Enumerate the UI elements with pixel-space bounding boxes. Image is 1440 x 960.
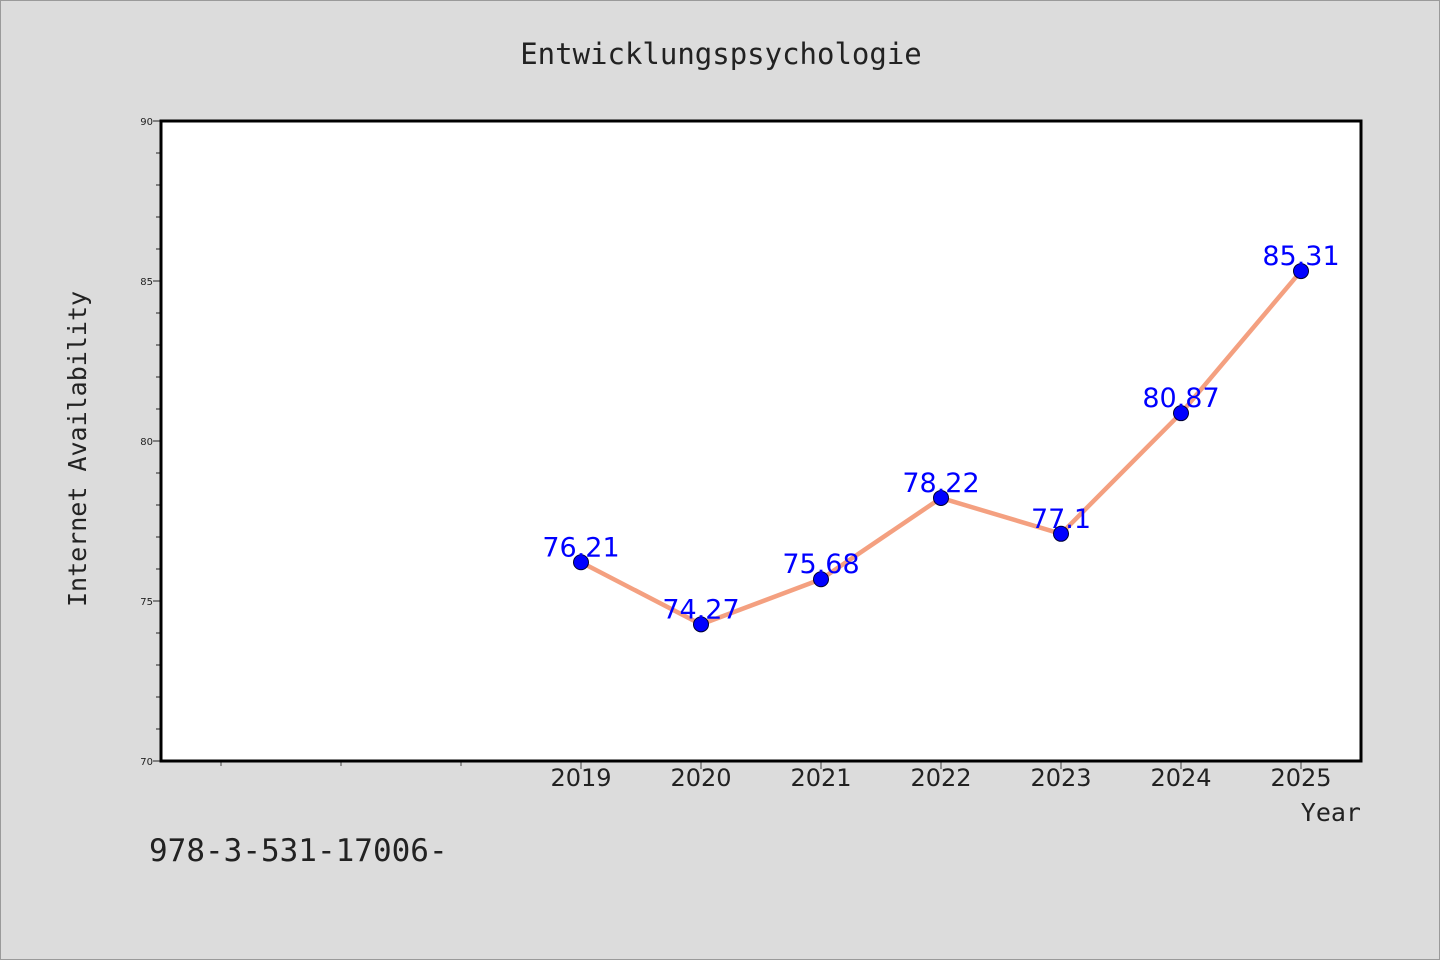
y-tick-label: 90	[140, 117, 153, 128]
y-tick-label: 85	[140, 277, 153, 288]
y-tick-label: 75	[140, 597, 153, 608]
x-tick-label: 2019	[550, 764, 611, 792]
data-point[interactable]	[573, 554, 589, 571]
data-point[interactable]	[693, 616, 709, 633]
data-label: 74.27	[662, 594, 739, 625]
y-tick-label: 70	[140, 757, 153, 768]
x-tick-label: 2024	[1150, 764, 1211, 792]
data-label: 78.22	[902, 468, 979, 499]
data-label: 76.21	[542, 532, 619, 563]
y-axis-label: Internet Availability	[63, 291, 92, 607]
y-tick-label: 80	[140, 437, 153, 448]
x-tick-label: 2020	[670, 764, 731, 792]
data-label: 75.68	[782, 549, 859, 580]
x-tick-label: 2025	[1270, 764, 1331, 792]
data-point[interactable]	[933, 489, 949, 506]
plot-frame	[159, 119, 1363, 763]
data-label: 80.87	[1142, 383, 1219, 414]
data-point[interactable]	[1173, 405, 1189, 422]
data-point[interactable]	[1053, 525, 1069, 542]
x-tick-label: 2023	[1030, 764, 1091, 792]
data-label: 85.31	[1262, 241, 1339, 272]
isbn-caption: 978-3-531-17006-	[149, 833, 448, 869]
data-point[interactable]	[1293, 263, 1309, 280]
x-axis-label: Year	[1301, 798, 1361, 827]
data-point[interactable]	[813, 571, 829, 588]
x-tick-label: 2022	[910, 764, 971, 792]
data-label: 77.1	[1031, 504, 1091, 535]
plot-area	[161, 121, 1361, 761]
x-tick-label: 2021	[790, 764, 851, 792]
chart-title: Entwicklungspsychologie	[520, 37, 922, 71]
